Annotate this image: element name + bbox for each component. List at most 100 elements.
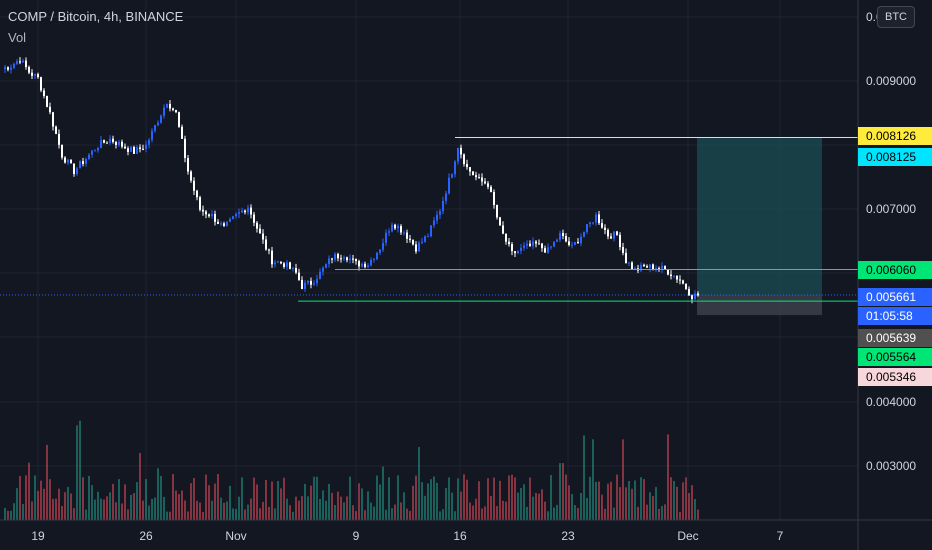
candle-body — [589, 222, 591, 225]
candle-body — [655, 268, 657, 270]
volume-bar — [454, 511, 456, 520]
volume-bar — [586, 497, 588, 520]
candle-body — [130, 147, 132, 152]
volume-bar — [508, 475, 510, 520]
volume-bar — [217, 474, 219, 520]
candle-body — [295, 268, 297, 273]
candle-body — [238, 212, 240, 214]
time-tick-label: 23 — [561, 529, 575, 543]
target-price-label: 0.008125 — [866, 150, 916, 164]
volume-bar — [229, 485, 231, 520]
volume-bar — [46, 444, 48, 520]
volume-bar — [658, 508, 660, 520]
candle-body — [232, 216, 234, 219]
long-position-tool[interactable] — [697, 137, 822, 316]
candle-body — [31, 72, 33, 76]
candle-body — [661, 266, 663, 269]
candle-body — [562, 233, 564, 236]
volume-bar — [238, 496, 240, 520]
volume-bar — [475, 498, 477, 520]
volume-bar — [214, 483, 216, 520]
candle-body — [259, 228, 261, 234]
volume-bar — [10, 510, 12, 520]
time-tick-label: 19 — [31, 529, 45, 543]
volume-bar — [517, 492, 519, 520]
candle-body — [526, 243, 528, 246]
volume-bar — [625, 487, 627, 520]
volume-bar — [271, 481, 273, 520]
candle-body — [466, 164, 468, 168]
candle-body — [250, 207, 252, 215]
volume-bar — [373, 506, 375, 520]
candle-body — [319, 271, 321, 280]
volume-bar — [439, 511, 441, 520]
candle-body — [121, 141, 123, 147]
volume-bar — [37, 490, 39, 520]
volume-bar — [589, 476, 591, 520]
volume-bar — [565, 474, 567, 520]
candle-body — [364, 263, 366, 268]
time-tick-label: Dec — [677, 529, 698, 543]
time-axis[interactable]: 19 26 Nov 9 16 23 Dec 7 — [31, 529, 783, 543]
volume-bar — [64, 492, 66, 520]
volume-bar — [235, 509, 237, 520]
volume-bar — [331, 492, 333, 520]
candle-body — [685, 283, 687, 289]
candle-body — [640, 264, 642, 271]
price-tick-label: 0.004000 — [866, 395, 916, 409]
volume-bar — [484, 506, 486, 520]
candle-body — [355, 258, 357, 262]
volume-bar — [670, 477, 672, 520]
candle-body — [412, 239, 414, 245]
volume-bar — [346, 496, 348, 520]
support-lower-price-label-bg — [858, 348, 932, 366]
volume-bar — [163, 496, 165, 520]
candle-body — [328, 258, 330, 265]
volume-bar — [277, 480, 279, 520]
volume-bar — [496, 506, 498, 520]
candle-body — [619, 234, 621, 248]
volume-bar — [532, 496, 534, 520]
candle-body — [76, 168, 78, 174]
candle-body — [397, 226, 399, 229]
support-lower-price-label: 0.005564 — [866, 350, 916, 364]
candle-body — [370, 259, 372, 266]
candle-body — [112, 138, 114, 143]
volume-bar — [16, 488, 18, 520]
candle-body — [184, 138, 186, 159]
candle-body — [277, 261, 279, 263]
candle-body — [565, 235, 567, 242]
volume-bar — [304, 483, 306, 520]
volume-bar — [604, 508, 606, 520]
volume-bar — [82, 477, 84, 520]
volume-bar — [361, 488, 363, 520]
volume-bar — [316, 476, 318, 520]
candle-body — [445, 193, 447, 201]
horizontal-levels[interactable] — [0, 136, 858, 302]
volume-bar — [631, 488, 633, 520]
candle-body — [247, 207, 249, 213]
candle-body — [529, 243, 531, 246]
volume-bar — [691, 485, 693, 520]
candle-body — [481, 177, 483, 182]
current-price-label: 0.005661 — [866, 290, 916, 304]
candle-body — [472, 171, 474, 176]
candle-body — [484, 181, 486, 184]
volume-bar — [397, 475, 399, 520]
volume-bar — [367, 491, 369, 520]
candle-body — [622, 247, 624, 253]
candle-body — [493, 191, 495, 205]
volume-bar — [79, 420, 81, 520]
candle-body — [613, 231, 615, 239]
volume-bar — [607, 483, 609, 520]
volume-bar — [613, 507, 615, 520]
volume-bar — [370, 502, 372, 520]
currency-badge[interactable]: BTC — [877, 6, 915, 28]
candle-body — [667, 269, 669, 275]
candle-body — [103, 140, 105, 143]
volume-bar — [580, 493, 582, 520]
volume-bar — [13, 503, 15, 520]
candle-body — [469, 167, 471, 172]
